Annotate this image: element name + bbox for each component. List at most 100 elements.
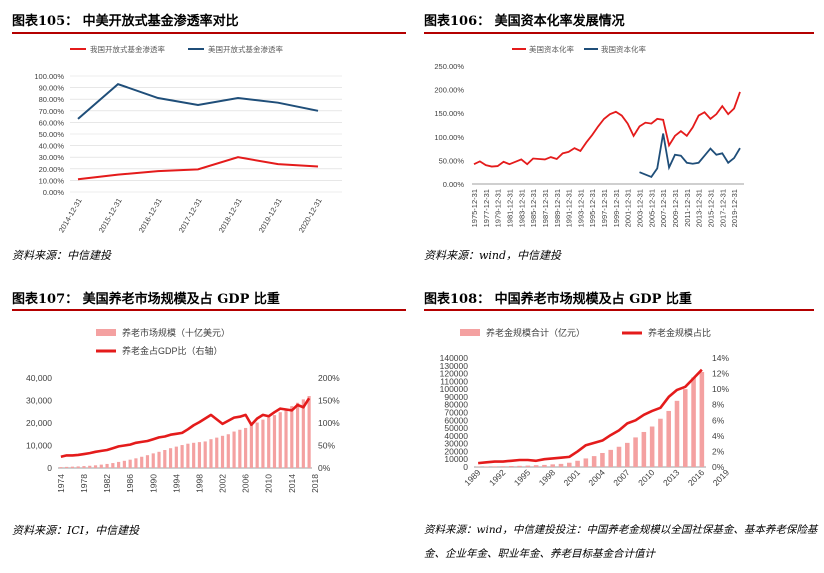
bar-line-chart-108: 养老金规模合计（亿元） 养老金规模占比 0100002000030000400005… [440,327,732,488]
bar [88,465,92,468]
x-tick-label: 1975-12-31 [470,189,479,227]
title-rule [12,309,406,311]
y-left-tick-label: 50000 [444,423,468,433]
bar [168,448,173,468]
x-tick-label: 2013-12-31 [695,189,704,227]
x-tick-label: 2010 [264,474,274,493]
bar [550,464,555,467]
bar [272,415,277,468]
bar [226,434,230,468]
bar [76,466,80,468]
panel-107: 图表107： 美国养老市场规模及占 GDP 比重 养老市场规模（十亿美元） 养老金… [12,288,406,558]
y-left-tick-label: 60000 [444,415,468,425]
y-left-tick-label: 140000 [440,353,469,363]
y-tick-label: 10.00% [39,176,65,185]
y-left-tick-label: 20000 [444,446,468,456]
chart-title: 图表108： 中国养老市场规模及占 GDP 比重 [424,292,692,307]
x-tick-label: 2001 [562,467,583,488]
bar [649,426,655,467]
x-tick-label: 1998 [194,474,204,493]
x-tick-label: 2004 [586,467,607,488]
y-right-tick-label: 0% [712,462,725,472]
y-right-tick-label: 200% [318,373,340,383]
legend-label: 养老市场规模（十亿美元） [122,327,230,338]
x-tick-label: 1983-12-31 [517,189,526,227]
bar [666,410,671,467]
bar [128,459,132,468]
y-tick-label: 200.00% [434,86,464,95]
bar [278,412,282,468]
x-tick-label: 2007 [611,467,632,488]
source-note: 资料来源：ICI，中信建投 [12,524,140,537]
x-tick-label: 2001-12-31 [624,189,633,227]
bar [192,442,196,468]
x-tick-label: 1995 [512,467,533,488]
y-left-tick-label: 0 [463,462,468,472]
bar [65,466,69,468]
source-note: 资料来源：wind，中信建投投注：中国养老金规模以全国社保基金、基本养老保险基 [424,524,818,536]
x-tick-label: 1994 [171,474,181,493]
series-line [60,397,311,459]
y-left-tick-label: 30000 [444,439,468,449]
x-tick-label: 2018-12-31 [217,197,244,235]
x-tick-label: 2016-12-31 [137,197,164,235]
x-tick-label: 2015-12-31 [706,189,715,227]
bar-line-chart-107: 养老市场规模（十亿美元） 养老金占GDP比（右轴） 0 10,000 20,000 30,… [26,327,340,493]
y-left-tick-label: 100000 [440,384,469,394]
x-tick-label: 1979-12-31 [494,189,503,227]
bar [500,466,506,467]
bar [683,389,688,467]
y-right-tick-label: 2% [712,446,725,456]
y-tick-label: 0.00% [43,188,65,197]
bar [134,458,138,468]
x-tick-label: 1991-12-31 [565,189,574,227]
x-tick-label: 1993-12-31 [576,189,585,227]
y-left-tick-label: 20,000 [26,418,52,428]
legend-label: 养老金占GDP比（右轴） [122,345,223,356]
x-tick-label: 1990 [148,474,158,493]
x-tick-label: 2015-12-31 [97,197,124,235]
y-tick-label: 100.00% [34,72,64,81]
bar [699,372,705,467]
source-note: 资料来源：wind，中信建投 [424,249,562,262]
chart-title: 图表106： 美国资本化率发展情况 [424,14,625,29]
bar [93,465,98,468]
y-right-tick-label: 6% [712,415,725,425]
legend-label: 我国开放式基金渗透率 [90,44,165,54]
bar [238,429,242,468]
bar [145,455,150,468]
x-tick-label: 2018 [310,474,320,493]
line-chart-105: 我国开放式基金渗透率 美国开放式基金渗透率 0.00% 10.00% 20.00% 30.… [34,44,342,235]
x-tick-label: 2005-12-31 [647,189,656,227]
bar [197,442,202,468]
y-tick-label: 100.00% [434,133,464,142]
y-right-tick-label: 10% [712,384,729,394]
x-tick-label: 2019-12-31 [257,197,284,235]
y-left-tick-label: 40000 [444,431,468,441]
x-tick-label: 2017-12-31 [177,197,204,235]
y-right-tick-label: 50% [318,441,335,451]
y-tick-label: 0.00% [443,180,465,189]
chart-title: 图表107： 美国养老市场规模及占 GDP 比重 [12,292,280,307]
legend-label: 养老金规模占比 [648,327,711,338]
y-left-tick-label: 120000 [440,369,469,379]
series-line [478,368,703,465]
y-left-tick-label: 40,000 [26,373,52,383]
bar [105,463,109,468]
x-tick-label: 2016 [686,467,707,488]
bar [186,443,190,468]
bar [163,450,167,468]
bar [59,467,63,468]
y-right-tick-label: 0% [318,463,331,473]
y-tick-label: 50.00% [439,156,465,165]
y-left-tick-label: 80000 [444,400,468,410]
series-line [473,91,741,168]
panel-108: 图表108： 中国养老市场规模及占 GDP 比重 养老金规模合计（亿元） 养老金规… [424,288,818,568]
series-line [77,156,319,181]
x-tick-label: 1985-12-31 [529,189,538,227]
bar [140,456,144,468]
x-tick-label: 2014 [287,474,297,493]
x-tick-label: 1998 [537,467,558,488]
bar [533,465,539,467]
bar [295,402,300,468]
